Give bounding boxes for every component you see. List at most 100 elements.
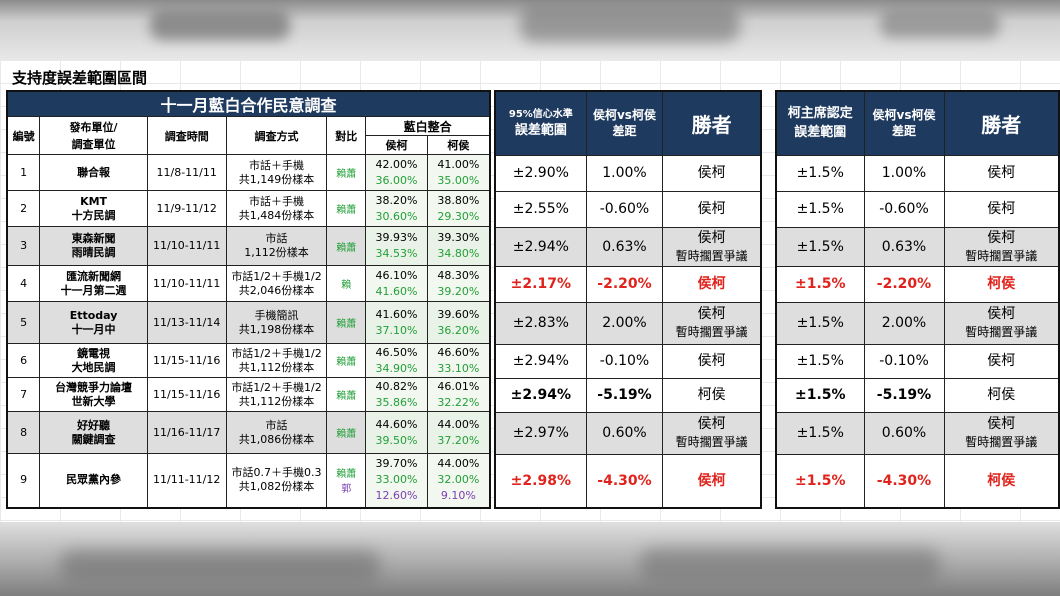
t95-diff-line1: 侯柯vs柯侯: [592, 108, 656, 123]
tko-margin: ±1.5%: [775, 377, 865, 413]
sample-size: 共1,149份樣本: [238, 172, 315, 186]
publisher-cell: 聯合報: [39, 154, 148, 191]
t95-winner-ticket: 侯柯: [697, 306, 726, 322]
publisher-name: Ettoday: [69, 308, 118, 322]
tko-winner: 柯侯: [943, 453, 1060, 509]
hk-purple-value: 12.60%: [375, 489, 418, 503]
t95-winner: 侯柯: [662, 343, 762, 379]
kh-green-value: 34.80%: [437, 247, 480, 260]
t95-winner: 侯柯 暫時擱置爭議: [662, 301, 762, 345]
method-cell: 市話 1,112份樣本: [225, 226, 328, 266]
tko-margin: ±1.5%: [775, 343, 865, 379]
tko-margin: ±1.5%: [775, 301, 865, 345]
method-cell: 市話＋手機 共1,149份樣本: [225, 154, 328, 191]
tko-header-winner: 勝者: [943, 90, 1060, 156]
publisher-name: 聯合報: [77, 165, 111, 179]
poll-row: 7 台灣競爭力論壇 世新大學 11/15-11/16 市話1/2＋手機1/2 共1,112…: [6, 377, 491, 412]
tko-row: ±1.5% 0.63% 侯柯 暫時擱置爭議: [775, 226, 1060, 267]
tko-margin: ±1.5%: [775, 265, 865, 303]
hk-percent-cell: 40.82% 35.86%: [365, 377, 428, 412]
compare-cell: 賴蕭郭: [326, 453, 367, 508]
row-number: 8: [6, 411, 41, 454]
tko-diff: -0.60%: [863, 190, 945, 228]
compare-ticket: 賴蕭: [336, 469, 357, 481]
t95-row: ±2.17% -2.20% 侯柯: [494, 265, 762, 303]
kh-purple-value: 9.10%: [440, 489, 476, 503]
tko-winner: 柯侯: [943, 377, 1060, 413]
tko-header-diff: 侯柯vs柯侯 差距: [863, 90, 945, 156]
hk-percent-cell: 39.70% 33.00% 12.60%: [365, 453, 428, 508]
t95-margin: ±2.98%: [494, 453, 587, 509]
hk-vs-opponent: 44.60%: [375, 417, 418, 431]
survey-period: 11/15-11/16: [146, 343, 227, 378]
hk-vs-opponent: 41.60%: [375, 307, 418, 321]
tko-winner-ticket: 柯侯: [987, 387, 1016, 403]
survey-unit: 關鍵調查: [71, 432, 116, 446]
hk-vs-opponent: 42.00%: [375, 157, 418, 171]
tko-row: ±1.5% 1.00% 侯柯: [775, 154, 1060, 192]
t95-header-winner: 勝者: [662, 90, 762, 156]
kh-percent-cell: 39.30% 34.80%: [426, 226, 491, 266]
kh-percent-cell: 46.01% 32.22%: [426, 377, 491, 412]
sample-size: 共1,086份樣本: [238, 432, 315, 446]
compare-cell: 賴: [326, 265, 367, 302]
row-number: 2: [6, 190, 41, 227]
tko-winner-ticket: 侯柯: [987, 416, 1016, 432]
tko-header-margin: 柯主席認定 誤差範圍: [775, 90, 865, 156]
kh-vs-opponent: 39.60%: [437, 307, 480, 321]
tko-margin: ±1.5%: [775, 411, 865, 455]
tko-diff: -0.10%: [863, 343, 945, 379]
tko-row: ±1.5% -5.19% 柯侯: [775, 377, 1060, 413]
hk-green-value: 34.53%: [375, 247, 418, 260]
kh-green-value: 33.10%: [437, 361, 480, 375]
row-number: 6: [6, 343, 41, 378]
tko-margin: ±1.5%: [775, 226, 865, 267]
kh-green-value: 32.22%: [437, 395, 480, 409]
sample-size: 1,112份樣本: [244, 246, 309, 259]
method-cell: 市話0.7＋手機0.3 共1,082份樣本: [225, 453, 328, 508]
tko-diff: 2.00%: [863, 301, 945, 345]
tko-winner: 柯侯: [943, 265, 1060, 303]
sample-size: 共1,112份樣本: [238, 394, 315, 408]
t95-winner-note: 暫時擱置爭議: [675, 248, 748, 263]
kh-vs-opponent: 46.60%: [437, 345, 480, 359]
header-hk: 侯柯: [365, 135, 428, 155]
publisher-cell: 東森新聞 雨晴民調: [39, 226, 148, 266]
tko-winner-ticket: 侯柯: [987, 229, 1016, 246]
tko-margin: ±1.5%: [775, 190, 865, 228]
survey-period: 11/11-11/12: [146, 453, 227, 508]
t95-winner-ticket: 侯柯: [697, 416, 726, 432]
t95-margin: ±2.83%: [494, 301, 587, 345]
sample-size: 共1,198份樣本: [238, 322, 315, 336]
t95-diff: -2.20%: [585, 265, 664, 303]
survey-period: 11/10-11/11: [146, 265, 227, 302]
t95-row: ±2.98% -4.30% 侯柯: [494, 453, 762, 509]
ko-margin-table: 柯主席認定 誤差範圍 侯柯vs柯侯 差距 勝者 ±1.5% 1.00% 侯柯 ±1.5…: [775, 90, 1060, 509]
t95-winner-ticket: 侯柯: [697, 472, 726, 489]
sample-size: 共1,112份樣本: [238, 360, 315, 374]
t95-diff: 0.60%: [585, 411, 664, 455]
method-cell: 市話 共1,086份樣本: [225, 411, 328, 454]
kh-percent-cell: 44.00% 32.00% 9.10%: [426, 453, 491, 508]
t95-winner-ticket: 侯柯: [697, 353, 726, 369]
row-number: 4: [6, 265, 41, 302]
compare-ticket: 賴蕭: [336, 242, 357, 254]
t95-row: ±2.55% -0.60% 侯柯: [494, 190, 762, 228]
t95-row: ±2.94% 0.63% 侯柯 暫時擱置爭議: [494, 226, 762, 267]
method-cell: 市話1/2＋手機1/2 共1,112份樣本: [225, 377, 328, 412]
row-number: 1: [6, 154, 41, 191]
confidence-95-table: 95%信心水準 誤差範圍 侯柯vs柯侯 差距 勝者 ±2.90% 1.00% 侯柯 ±…: [494, 90, 762, 509]
compare-ticket: 賴蕭: [336, 357, 357, 368]
tko-winner-ticket: 侯柯: [987, 353, 1016, 369]
survey-period: 11/16-11/17: [146, 411, 227, 454]
t95-header-diff: 侯柯vs柯侯 差距: [585, 90, 664, 156]
compare-cell: 賴蕭: [326, 301, 367, 344]
tko-diff: -2.20%: [863, 265, 945, 303]
tko-diff: -4.30%: [863, 453, 945, 509]
t95-header-margin: 95%信心水準 誤差範圍: [494, 90, 587, 156]
t95-margin: ±2.94%: [494, 226, 587, 267]
publisher-cell: 好好聽 關鍵調查: [39, 411, 148, 454]
tko-row: ±1.5% 2.00% 侯柯 暫時擱置爭議: [775, 301, 1060, 345]
kh-percent-cell: 38.80% 29.30%: [426, 190, 491, 227]
t95-diff: -0.10%: [585, 343, 664, 379]
